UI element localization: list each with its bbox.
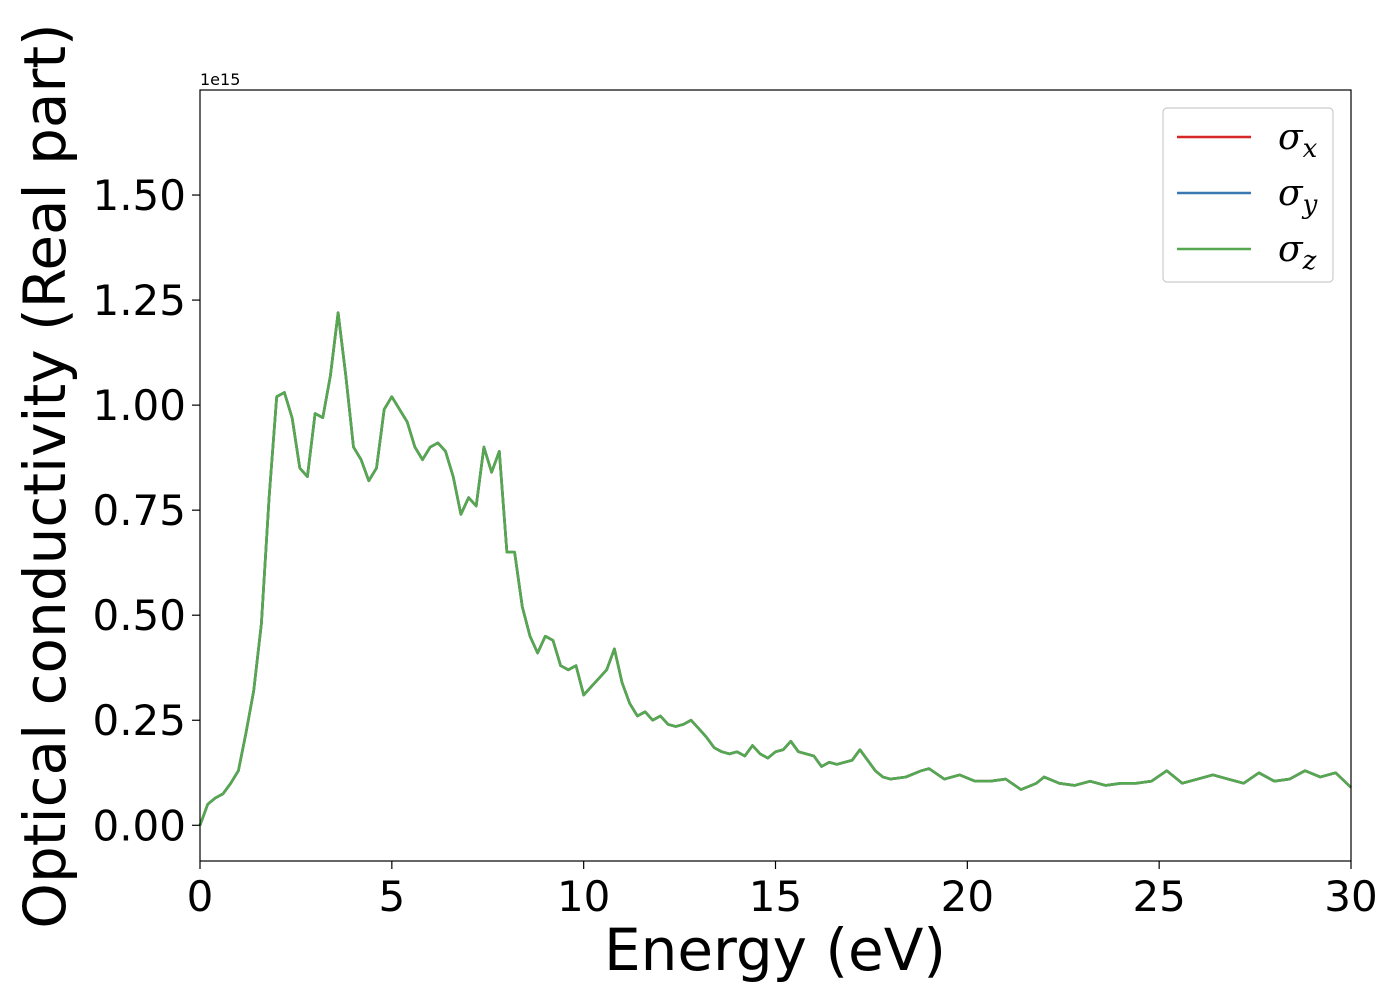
y-tick-label: 0.50 (92, 591, 186, 640)
y-tick-label: 1.25 (92, 276, 186, 325)
legend-label-sigma-y: σy (1278, 173, 1318, 220)
x-tick-label: 15 (749, 872, 802, 921)
x-tick-label: 10 (557, 872, 610, 921)
x-axis: 0 5 10 15 20 25 30 (187, 861, 1378, 921)
x-tick-label: 0 (187, 872, 214, 921)
y-tick-label: 0.25 (92, 696, 186, 745)
y-axis-title: Optical conductivity (Real part) (11, 23, 79, 928)
x-tick-label: 20 (941, 872, 994, 921)
x-tick-label: 25 (1132, 872, 1185, 921)
x-tick-label: 5 (378, 872, 405, 921)
y-tick-label: 0.00 (92, 801, 186, 850)
x-tick-label: 30 (1324, 872, 1377, 921)
x-axis-title: Energy (eV) (604, 916, 946, 984)
plot-area (198, 311, 1352, 826)
legend-label-sigma-x: σx (1278, 117, 1318, 164)
legend-box (1162, 107, 1334, 283)
y-axis-offset-text: 1e15 (200, 70, 240, 89)
series-line-sigma-x (198, 311, 1352, 826)
series-line-sigma-z (198, 311, 1352, 826)
y-tick-label: 1.00 (92, 381, 186, 430)
y-axis: 0.00 0.25 0.50 0.75 1.00 1.25 1.50 (92, 171, 200, 850)
legend-label-sigma-z: σz (1278, 229, 1317, 276)
y-tick-label: 0.75 (92, 486, 186, 535)
legend: σx σy σz (1162, 107, 1334, 283)
series-line-sigma-y (198, 311, 1352, 826)
y-tick-label: 1.50 (92, 171, 186, 220)
